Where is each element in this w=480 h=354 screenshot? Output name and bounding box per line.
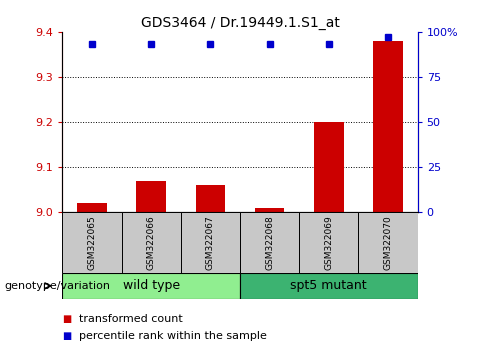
Text: spt5 mutant: spt5 mutant — [290, 279, 367, 292]
Text: wild type: wild type — [122, 279, 180, 292]
Text: ■: ■ — [62, 314, 72, 324]
Text: transformed count: transformed count — [79, 314, 183, 324]
Text: GSM322066: GSM322066 — [147, 215, 156, 270]
Bar — [240, 273, 418, 299]
Bar — [359, 212, 418, 273]
Text: percentile rank within the sample: percentile rank within the sample — [79, 331, 267, 341]
Bar — [196, 185, 225, 212]
Bar — [314, 122, 344, 212]
Bar — [121, 212, 181, 273]
Text: GSM322068: GSM322068 — [265, 215, 274, 270]
Bar — [136, 181, 166, 212]
Text: genotype/variation: genotype/variation — [5, 281, 111, 291]
Text: GSM322065: GSM322065 — [87, 215, 96, 270]
Text: GSM322067: GSM322067 — [206, 215, 215, 270]
Bar — [255, 208, 284, 212]
Bar — [240, 212, 299, 273]
Text: GDS3464 / Dr.19449.1.S1_at: GDS3464 / Dr.19449.1.S1_at — [141, 16, 339, 30]
Bar — [373, 41, 403, 212]
Text: GSM322069: GSM322069 — [324, 215, 333, 270]
Text: GSM322070: GSM322070 — [384, 215, 393, 270]
Bar — [62, 273, 240, 299]
Bar — [62, 212, 121, 273]
Bar — [181, 212, 240, 273]
Text: ■: ■ — [62, 331, 72, 341]
Bar — [77, 204, 107, 212]
Bar — [299, 212, 359, 273]
